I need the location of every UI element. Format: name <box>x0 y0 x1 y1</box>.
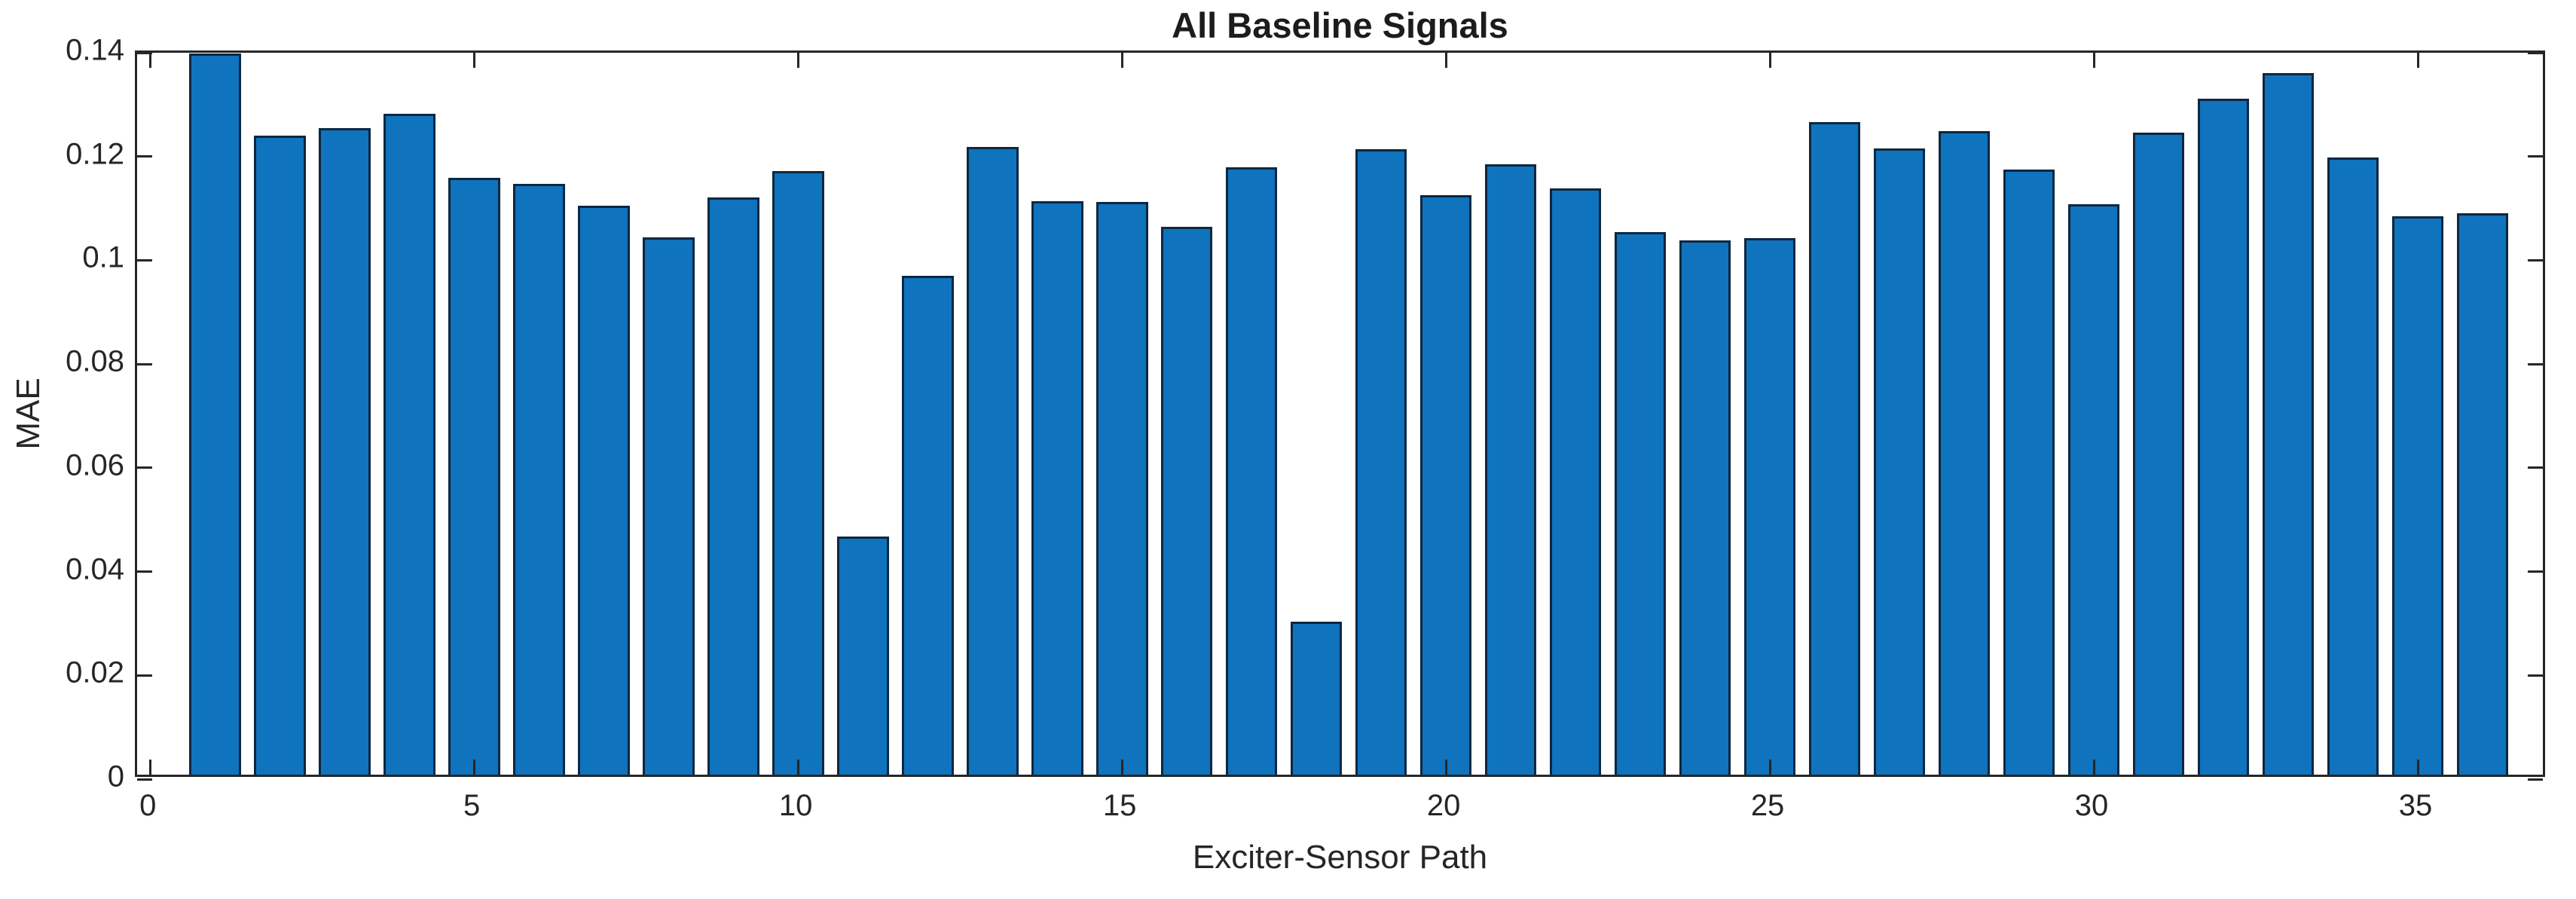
y-axis-tick <box>2528 778 2543 781</box>
y-tick-label: 0.12 <box>66 137 124 171</box>
bar-path-12 <box>901 275 954 775</box>
bar-path-11 <box>836 536 889 775</box>
x-tick-label: 0 <box>139 789 157 822</box>
y-axis-tick <box>2528 362 2543 365</box>
bar-path-23 <box>1614 231 1667 775</box>
bar-path-31 <box>2132 133 2185 775</box>
x-axis-tick <box>1768 760 1771 775</box>
x-axis-tick <box>796 760 799 775</box>
bar-path-29 <box>2003 170 2055 775</box>
bar-path-36 <box>2456 213 2509 775</box>
x-axis-tick <box>1444 760 1447 775</box>
bar-path-14 <box>1031 201 1083 775</box>
bar-path-24 <box>1679 240 1731 775</box>
y-axis-tick <box>137 51 152 54</box>
x-tick-label: 15 <box>1102 789 1137 822</box>
bar-path-32 <box>2197 98 2250 775</box>
y-tick-label: 0.14 <box>66 33 124 67</box>
y-axis-tick <box>137 570 152 573</box>
x-axis-tick <box>2092 53 2095 68</box>
y-tick-label: 0.02 <box>66 656 124 690</box>
bar-path-34 <box>2327 157 2379 775</box>
bar-path-9 <box>707 197 759 775</box>
y-axis-tick <box>137 466 152 469</box>
x-tick-label: 30 <box>2074 789 2109 822</box>
y-axis-tick <box>2528 674 2543 677</box>
x-axis-tick <box>148 760 151 775</box>
bar-path-22 <box>1549 188 1602 775</box>
x-axis-tick <box>796 53 799 68</box>
bar-path-35 <box>2391 216 2444 775</box>
bar-path-6 <box>512 183 565 775</box>
bar-path-5 <box>448 178 500 775</box>
x-axis-tick <box>1768 53 1771 68</box>
bar-path-10 <box>772 170 824 775</box>
y-axis-tick <box>137 362 152 365</box>
bar-path-2 <box>253 136 306 775</box>
bar-path-4 <box>383 114 435 775</box>
x-axis-tick <box>1120 760 1123 775</box>
chart-title: All Baseline Signals <box>1172 5 1508 45</box>
bar-path-20 <box>1419 194 1472 775</box>
bar-path-15 <box>1095 201 1148 775</box>
bar-path-3 <box>318 128 371 775</box>
bar-path-26 <box>1808 122 1861 775</box>
x-axis-label: Exciter-Sensor Path <box>1192 839 1488 876</box>
y-tick-label: 0.06 <box>66 448 124 482</box>
bar-path-17 <box>1225 167 1278 775</box>
bar-path-25 <box>1743 238 1796 775</box>
bar-path-21 <box>1484 164 1537 775</box>
y-axis-tick <box>137 155 152 158</box>
y-tick-label: 0.04 <box>66 552 124 586</box>
bar-path-28 <box>1938 131 1991 775</box>
bar-path-18 <box>1290 621 1343 775</box>
y-axis-tick <box>2528 155 2543 158</box>
y-axis-tick <box>2528 570 2543 573</box>
x-tick-label: 25 <box>1750 789 1785 822</box>
y-tick-label: 0 <box>107 760 124 794</box>
x-axis-tick <box>1444 53 1447 68</box>
x-axis-tick <box>148 53 151 68</box>
bar-path-30 <box>2067 204 2120 775</box>
bar-path-8 <box>642 237 695 775</box>
y-tick-label: 0.1 <box>82 240 124 274</box>
y-axis-label: MAE <box>10 378 47 450</box>
x-axis-tick <box>472 53 475 68</box>
y-axis-tick <box>137 674 152 677</box>
y-axis-tick <box>2528 466 2543 469</box>
plot-area <box>135 50 2545 781</box>
y-axis-tick <box>2528 258 2543 261</box>
bar-path-19 <box>1355 149 1407 775</box>
x-axis-tick <box>2416 760 2419 775</box>
y-axis-tick <box>137 258 152 261</box>
x-axis-tick <box>2416 53 2419 68</box>
bar-path-33 <box>2262 73 2315 775</box>
bar-path-13 <box>966 146 1019 775</box>
y-tick-label: 0.08 <box>66 344 124 378</box>
x-tick-label: 20 <box>1426 789 1461 822</box>
bar-path-27 <box>1873 148 1926 775</box>
bar-path-1 <box>188 53 241 775</box>
x-axis-tick <box>472 760 475 775</box>
x-axis-tick <box>1120 53 1123 68</box>
bar-path-7 <box>577 206 630 775</box>
bar-path-16 <box>1160 226 1213 775</box>
y-axis-tick <box>2528 51 2543 54</box>
x-tick-label: 35 <box>2398 789 2433 822</box>
x-axis-tick <box>2092 760 2095 775</box>
y-axis-tick <box>137 778 152 781</box>
x-tick-label: 5 <box>463 789 481 822</box>
x-tick-label: 10 <box>778 789 813 822</box>
